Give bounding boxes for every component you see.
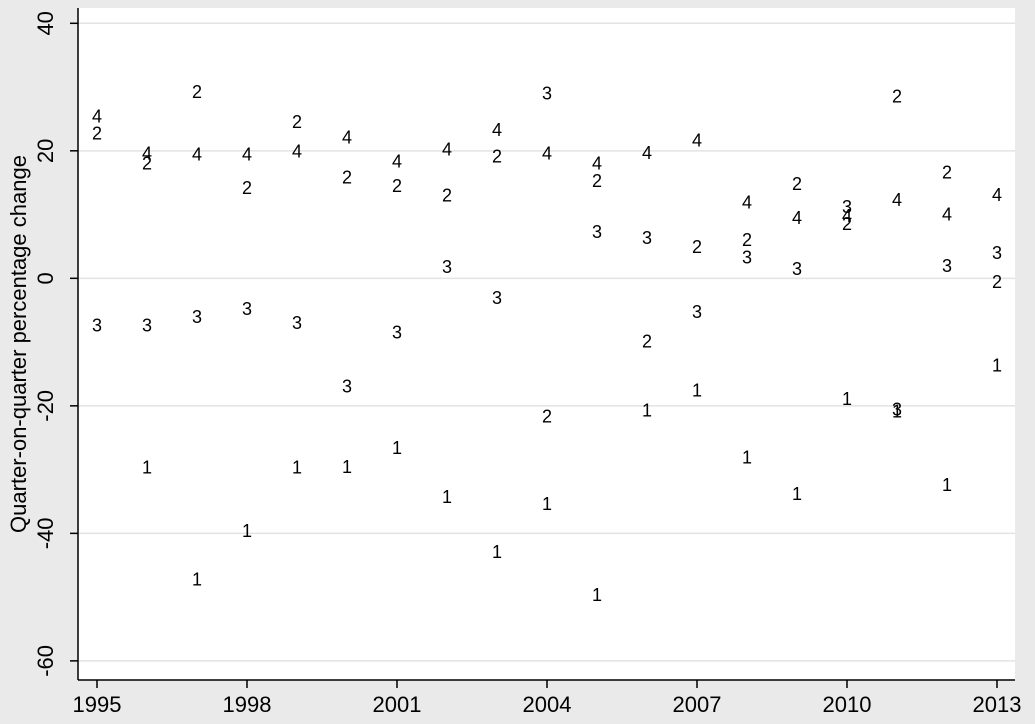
point-marker: 3 bbox=[192, 307, 202, 327]
point-marker: 1 bbox=[792, 484, 802, 504]
point-marker: 4 bbox=[942, 205, 952, 225]
point-marker: 2 bbox=[392, 176, 402, 196]
y-tick-label: -20 bbox=[33, 390, 58, 422]
point-marker: 1 bbox=[992, 356, 1002, 376]
point-marker: 1 bbox=[192, 569, 202, 589]
point-marker: 2 bbox=[992, 272, 1002, 292]
point-marker: 4 bbox=[842, 206, 852, 226]
point-marker: 4 bbox=[342, 127, 352, 147]
point-marker: 4 bbox=[142, 143, 152, 163]
point-marker: 4 bbox=[392, 152, 402, 172]
point-marker: 4 bbox=[742, 192, 752, 212]
x-tick-label: 2001 bbox=[373, 692, 422, 717]
point-marker: 3 bbox=[142, 316, 152, 336]
point-marker: 4 bbox=[692, 131, 702, 151]
point-marker: 4 bbox=[192, 145, 202, 165]
point-marker: 3 bbox=[392, 323, 402, 343]
point-marker: 3 bbox=[842, 197, 852, 217]
point-marker: 1 bbox=[742, 448, 752, 468]
y-tick-label: -40 bbox=[33, 517, 58, 549]
point-marker: 3 bbox=[242, 299, 252, 319]
point-marker: 2 bbox=[642, 331, 652, 351]
point-marker: 2 bbox=[792, 174, 802, 194]
point-marker: 2 bbox=[742, 230, 752, 250]
y-tick-label: 20 bbox=[33, 139, 58, 163]
point-marker: 1 bbox=[292, 458, 302, 478]
point-marker: 4 bbox=[242, 145, 252, 165]
point-marker: 2 bbox=[892, 87, 902, 107]
point-marker: 1 bbox=[942, 475, 952, 495]
point-marker: 1 bbox=[892, 402, 902, 422]
point-marker: 3 bbox=[292, 313, 302, 333]
point-marker: 2 bbox=[442, 185, 452, 205]
point-marker: 2 bbox=[542, 407, 552, 427]
point-marker: 3 bbox=[442, 257, 452, 277]
x-tick-label: 2004 bbox=[523, 692, 572, 717]
point-marker: 1 bbox=[442, 487, 452, 507]
point-marker: 1 bbox=[392, 438, 402, 458]
point-marker: 2 bbox=[242, 178, 252, 198]
point-marker: 2 bbox=[342, 168, 352, 188]
point-marker: 1 bbox=[242, 521, 252, 541]
point-marker: 2 bbox=[842, 214, 852, 234]
x-tick-label: 2013 bbox=[973, 692, 1022, 717]
y-tick-label: -60 bbox=[33, 645, 58, 677]
point-marker: 4 bbox=[292, 141, 302, 161]
x-tick-label: 2010 bbox=[823, 692, 872, 717]
point-marker: 4 bbox=[892, 190, 902, 210]
point-marker: 4 bbox=[92, 106, 102, 126]
x-tick-label: 2007 bbox=[673, 692, 722, 717]
point-marker: 2 bbox=[92, 124, 102, 144]
point-marker: 3 bbox=[892, 400, 902, 420]
point-marker: 2 bbox=[942, 163, 952, 183]
point-marker: 2 bbox=[492, 147, 502, 167]
point-marker: 1 bbox=[342, 457, 352, 477]
point-marker: 1 bbox=[542, 494, 552, 514]
point-marker: 1 bbox=[592, 585, 602, 605]
y-tick-label: 0 bbox=[33, 272, 58, 284]
plot-area bbox=[78, 8, 1015, 680]
point-marker: 4 bbox=[642, 143, 652, 163]
y-axis-label: Quarter-on-quarter percentage change bbox=[6, 155, 31, 533]
point-marker: 3 bbox=[792, 259, 802, 279]
x-tick-label: 1995 bbox=[73, 692, 122, 717]
x-tick-label: 1998 bbox=[223, 692, 272, 717]
point-marker: 3 bbox=[742, 247, 752, 267]
point-marker: 3 bbox=[592, 222, 602, 242]
point-marker: 4 bbox=[992, 185, 1002, 205]
point-marker: 3 bbox=[342, 377, 352, 397]
point-marker: 2 bbox=[592, 171, 602, 191]
point-marker: 3 bbox=[92, 316, 102, 336]
point-marker: 3 bbox=[542, 83, 552, 103]
point-marker: 1 bbox=[642, 400, 652, 420]
point-marker: 2 bbox=[292, 112, 302, 132]
point-marker: 3 bbox=[642, 228, 652, 248]
point-marker: 2 bbox=[692, 237, 702, 257]
point-marker: 2 bbox=[142, 154, 152, 174]
point-marker: 1 bbox=[842, 389, 852, 409]
point-marker: 2 bbox=[192, 82, 202, 102]
point-marker: 1 bbox=[492, 542, 502, 562]
point-marker: 3 bbox=[692, 302, 702, 322]
point-marker: 3 bbox=[992, 243, 1002, 263]
y-tick-label: 40 bbox=[33, 11, 58, 35]
point-marker: 4 bbox=[542, 143, 552, 163]
point-marker: 1 bbox=[142, 458, 152, 478]
point-marker: 4 bbox=[442, 140, 452, 160]
point-marker: 1 bbox=[692, 381, 702, 401]
point-marker: 3 bbox=[942, 256, 952, 276]
point-marker: 4 bbox=[792, 208, 802, 228]
point-marker: 3 bbox=[492, 288, 502, 308]
point-marker: 4 bbox=[492, 120, 502, 140]
point-marker: 4 bbox=[592, 154, 602, 174]
